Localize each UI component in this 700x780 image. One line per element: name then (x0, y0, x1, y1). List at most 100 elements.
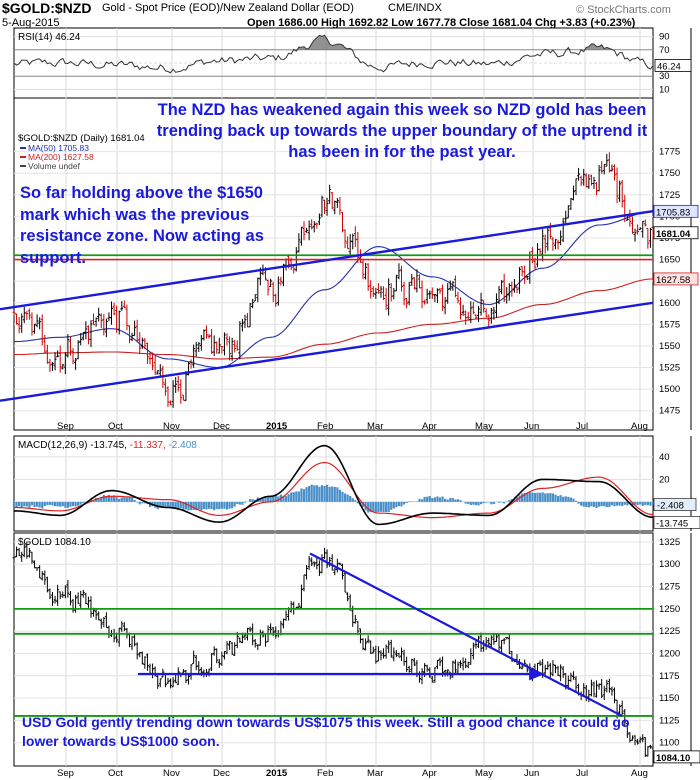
macd-hist-bar (323, 485, 326, 502)
macd-hist-bar (387, 501, 390, 513)
macd-hist-bar (41, 501, 44, 509)
macd-hist-bar (556, 495, 560, 502)
macd-hist-bar (454, 499, 457, 502)
macd-hist-bar (343, 493, 347, 502)
main-tick-label: 1725 (659, 190, 680, 201)
macd-hist-bar (331, 486, 334, 502)
macd-hist-bar (79, 501, 82, 505)
macd-hist-bar (172, 501, 175, 508)
macd-label-part: -2.408 (168, 440, 197, 451)
macd-hist-bar (46, 501, 49, 505)
macd-hist-bar (379, 501, 383, 512)
macd-hist-bar (410, 501, 413, 502)
macd-hist-bar (274, 494, 277, 502)
macd-hist-bar (187, 501, 190, 511)
macd-hist-bar (369, 501, 372, 513)
macd-last-tag-box (653, 516, 700, 529)
macd-hist-bar (159, 501, 162, 508)
usd-tick-label: 1100 (659, 738, 679, 749)
macd-hist-bar (284, 496, 288, 502)
x-axis-label-usd: Sep (57, 768, 74, 779)
macd-hist-bar (595, 501, 598, 509)
macd-hist-bar (310, 484, 313, 502)
macd-hist-bar (236, 501, 239, 504)
macd-hist-bar (351, 498, 354, 502)
rsi-last-tag-box (654, 59, 692, 72)
macd-hist-bar (25, 501, 28, 507)
macd-hist-bar (508, 500, 511, 502)
macd-hist-bar (115, 497, 118, 502)
x-axis-label-main: Dec (213, 421, 230, 432)
macd-hist-bar (169, 501, 172, 508)
macd-hist-bar (82, 501, 85, 504)
macd-hist-bar (651, 501, 655, 505)
macd-hist-bar (213, 501, 216, 511)
macd-hist-bar (479, 501, 483, 505)
macd-hist-bar (238, 501, 241, 505)
macd-hist-bar (112, 495, 116, 502)
rsi-overbought-fill (14, 35, 653, 50)
macd-hist-bar (261, 498, 265, 502)
usd-tick-label: 1275 (659, 582, 680, 593)
macd-hist-bar (266, 497, 270, 502)
macd-hist-bar (446, 499, 449, 502)
x-axis-label-usd: Aug (631, 768, 648, 779)
macd-hist-bar (377, 501, 380, 513)
x-axis-label-main: Nov (163, 421, 180, 432)
macd-hist-bar (38, 501, 41, 508)
macd-hist-bar (613, 501, 616, 507)
macd-hist-bar (59, 501, 62, 507)
macd-hist-bar (528, 492, 531, 502)
macd-hist-bar (164, 501, 167, 508)
macd-hist-bar (538, 492, 542, 502)
usd-tick-label: 1150 (659, 693, 679, 704)
macd-hist-bar (531, 492, 534, 502)
macd-hist-bar (277, 496, 280, 502)
macd-hist-bar (248, 498, 252, 502)
value-tag: 1705.83 (656, 207, 690, 218)
macd-hist-bar (615, 501, 619, 506)
macd-line (14, 444, 654, 526)
macd-hist-bar (582, 501, 585, 507)
macd-hist-tag: -2.408 (657, 501, 684, 512)
macd-hist-bar (646, 501, 649, 506)
macd-hist-bar (587, 501, 590, 508)
macd-label-part: MACD(12,26,9) (18, 440, 90, 451)
macd-hist-bar (636, 501, 639, 506)
macd-hist-bar (287, 494, 290, 502)
main-tick-label: 1650 (659, 255, 680, 266)
macd-hist-bar (536, 492, 539, 502)
macd-hist-bar (436, 496, 439, 502)
macd-hist-bar (182, 501, 185, 510)
macd-hist-bar (385, 501, 388, 513)
macd-hist-bar (574, 500, 578, 502)
macd-label: MACD(12,26,9) -13.745, -11.337, -2.408 (18, 440, 197, 451)
main-tick-label: 1550 (659, 341, 680, 352)
macd-hist-bar (554, 494, 557, 502)
macd-hist-bar (136, 501, 139, 503)
macd-hist-bar (418, 498, 421, 502)
macd-hist-bar (200, 501, 203, 511)
main-tick-label: 1525 (659, 363, 680, 374)
usd-last-tag: 1084.10 (656, 753, 690, 764)
macd-hist-bar (210, 501, 213, 510)
macd-hist-bar (192, 501, 195, 510)
macd-last-tag: -13.745 (656, 518, 688, 529)
macd-hist-bar (77, 501, 80, 506)
macd-hist-bar (546, 493, 549, 502)
macd-hist-bar (100, 496, 103, 502)
macd-hist-bar (228, 501, 231, 509)
macd-hist-bar (441, 496, 444, 502)
macd-hist-bar (184, 501, 188, 510)
macd-hist-bar (123, 496, 126, 502)
x-axis-label-usd: Feb (317, 768, 333, 779)
panel-frame-main (13, 97, 654, 431)
macd-hist-bar (64, 501, 67, 508)
macd-hist-bar (51, 501, 54, 506)
macd-hist-bar (318, 486, 321, 502)
chart-exchange: CME/INDX (388, 2, 442, 14)
macd-hist-bar (585, 501, 588, 507)
value-tag-box (653, 204, 699, 218)
macd-hist-bar (592, 501, 596, 508)
